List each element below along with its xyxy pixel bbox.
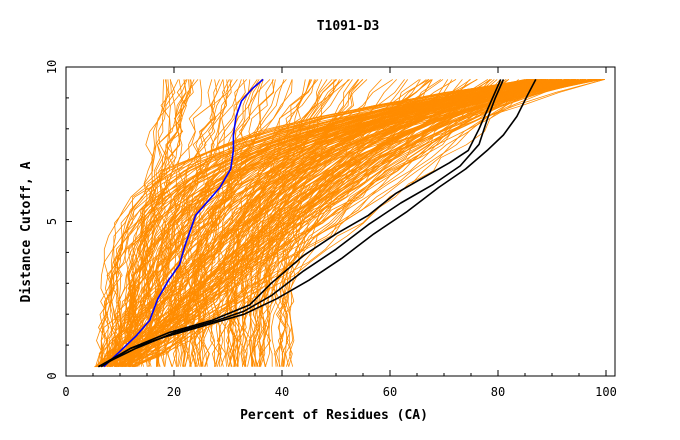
model-line: [111, 79, 532, 367]
model-line: [267, 79, 528, 367]
x-tick-label: 0: [62, 385, 69, 399]
y-tick-label: 5: [45, 218, 59, 225]
background-model-lines: [94, 79, 606, 368]
x-axis-ticks: 0 20 40 60 80 100: [62, 67, 617, 399]
model-line: [114, 79, 225, 367]
model-line: [162, 79, 597, 367]
model-line: [99, 79, 549, 367]
y-axis-label: Distance Cutoff, A: [19, 161, 34, 302]
highlight-line: [100, 79, 502, 368]
model-line: [100, 79, 529, 367]
x-axis-label: Percent of Residues (CA): [240, 408, 428, 423]
model-line: [281, 79, 606, 367]
y-tick-label: 10: [45, 60, 59, 74]
model-line: [112, 79, 598, 367]
model-line: [217, 79, 552, 367]
model-line: [261, 79, 546, 367]
model-line: [111, 79, 573, 367]
model-line: [124, 79, 591, 367]
model-line: [167, 79, 551, 367]
model-line: [258, 79, 533, 367]
model-line: [145, 79, 601, 367]
model-line: [154, 79, 539, 367]
model-line: [193, 79, 551, 367]
model-line: [186, 79, 586, 367]
y-tick-label: 0: [45, 372, 59, 379]
model-line: [256, 79, 548, 367]
highlight-line: [98, 79, 505, 368]
model-line: [226, 79, 554, 367]
model-line: [210, 79, 584, 367]
model-line: [198, 79, 533, 367]
x-tick-label: 60: [383, 385, 397, 399]
model-line: [106, 79, 534, 367]
model-line: [105, 79, 169, 367]
x-tick-label: 20: [167, 385, 181, 399]
highlight-model-lines: [98, 78, 537, 368]
chart-title: T1091-D3: [317, 19, 380, 34]
model-line: [251, 79, 567, 367]
model-line: [280, 79, 555, 367]
x-tick-label: 80: [491, 385, 505, 399]
model-line: [110, 79, 182, 367]
model-line: [242, 79, 582, 367]
model-line: [180, 79, 592, 367]
model-line: [116, 79, 596, 367]
model-line: [256, 79, 531, 367]
model-line: [125, 79, 605, 367]
model-line: [202, 79, 594, 367]
model-line: [186, 79, 600, 367]
model-line: [270, 79, 558, 367]
model-line: [114, 79, 293, 367]
y-axis-ticks: 0 5 10: [45, 60, 72, 380]
x-tick-label: 100: [595, 385, 617, 399]
model-line: [108, 79, 563, 367]
model-line: [109, 79, 191, 367]
model-line: [153, 79, 595, 367]
model-line: [146, 79, 536, 367]
model-line: [132, 79, 601, 367]
model-line: [120, 79, 171, 367]
model-line: [226, 79, 544, 367]
model-line: [235, 79, 557, 367]
model-line: [189, 79, 573, 367]
model-line: [274, 79, 528, 367]
x-tick-label: 40: [275, 385, 289, 399]
highlight-line: [103, 78, 264, 368]
highlight-line: [98, 79, 537, 368]
model-line: [111, 79, 586, 367]
